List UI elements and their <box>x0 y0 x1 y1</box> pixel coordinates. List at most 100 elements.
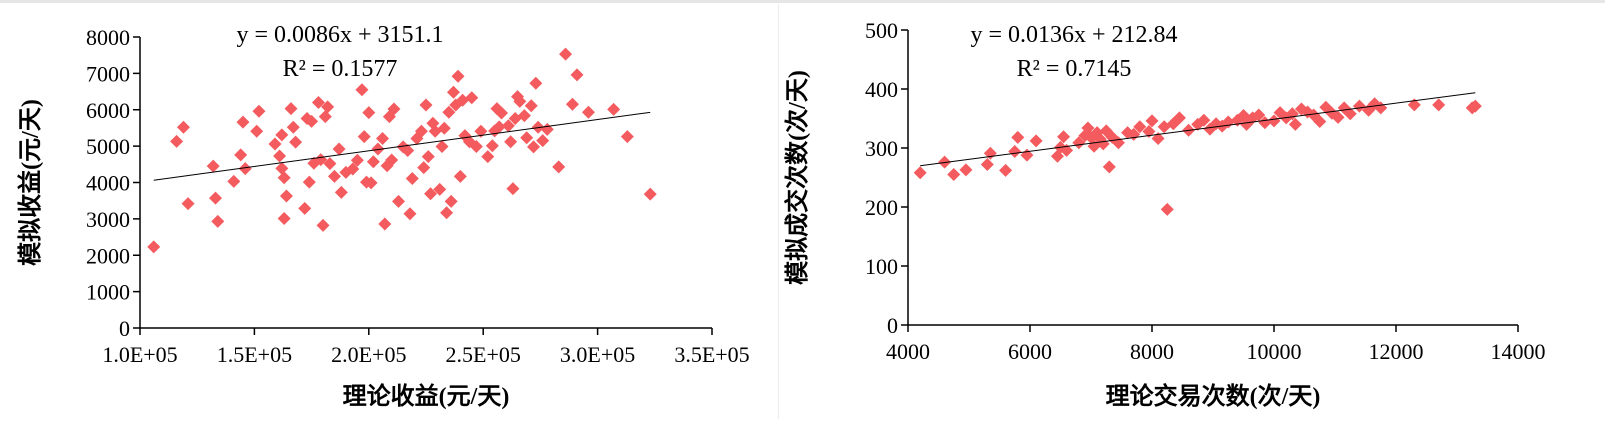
scatter-point <box>517 109 531 123</box>
scatter-point <box>170 134 184 148</box>
scatter-point <box>913 166 927 180</box>
scatter-point <box>1057 130 1071 144</box>
scatter-point <box>357 130 371 144</box>
scatter-point <box>236 115 250 129</box>
scatter-point <box>1432 98 1446 112</box>
y-tick-label: 100 <box>865 254 898 279</box>
scatter-point <box>318 110 332 124</box>
y-tick-label: 1000 <box>86 280 130 305</box>
scatter-point <box>279 189 293 203</box>
scatter-point <box>520 131 534 145</box>
scatter-point <box>1020 148 1034 162</box>
trendline <box>920 92 1476 167</box>
scatter-point <box>1313 114 1327 128</box>
scatter-point <box>209 191 223 205</box>
scatter-point <box>371 142 385 156</box>
r-squared-label: R² = 0.7145 <box>1017 56 1132 82</box>
scatter-point <box>273 149 287 163</box>
scatter-point <box>485 139 499 153</box>
chart-income: 0 1000 2000 3000 4000 5000 6000 7000 8000 1.0E+05… <box>16 22 750 410</box>
y-tick-label: 300 <box>865 136 898 161</box>
scatter-point <box>376 131 390 145</box>
scatter-point <box>332 142 346 156</box>
x-axis-title: 理论收益(元/天) <box>343 382 510 410</box>
y-tick-label: 500 <box>865 18 898 43</box>
scatter-point <box>181 197 195 211</box>
y-tick-label: 0 <box>119 316 130 341</box>
x-tick-label: 2.5E+05 <box>446 342 521 367</box>
scatter-point <box>387 102 401 116</box>
scatter-point <box>206 159 220 173</box>
scatter-point <box>1029 134 1043 148</box>
y-axis-title: 模拟成交次数(次/天) <box>783 70 811 285</box>
scatter-point <box>311 95 325 109</box>
scatter-point <box>366 155 380 169</box>
scatter-point <box>492 120 506 134</box>
scatter-point <box>334 185 348 199</box>
x-tick-label: 3.5E+05 <box>674 342 749 367</box>
scatter-point <box>506 182 520 196</box>
scatter-point <box>401 143 415 157</box>
scatter-point <box>392 194 406 208</box>
scatter-point <box>1011 130 1025 144</box>
scatter-point <box>565 97 579 111</box>
scatter-point <box>1352 99 1366 113</box>
scatter-point <box>211 214 225 228</box>
scatter-point <box>323 157 337 171</box>
scatter-point <box>435 139 449 153</box>
scatter-point <box>552 160 566 174</box>
scatter-point <box>1197 113 1211 127</box>
scatter-point <box>176 120 190 134</box>
scatter-point <box>426 116 440 130</box>
scatter-point <box>643 187 657 201</box>
scatter-point <box>527 140 541 154</box>
scatter-point <box>1331 110 1345 124</box>
scatter-point <box>947 168 961 182</box>
y-tick-label: 2000 <box>86 243 130 268</box>
scatter-point <box>277 171 291 185</box>
scatter-point <box>277 212 291 226</box>
scatter-point <box>501 119 515 133</box>
x-axis-title: 理论交易次数(次/天) <box>1106 382 1321 410</box>
scatter-point <box>238 162 252 176</box>
scatter-point <box>403 207 417 221</box>
scatter-point <box>999 163 1013 177</box>
scatter-point <box>314 153 328 167</box>
scatter-point <box>1096 137 1110 151</box>
scatter-point <box>444 194 458 208</box>
x-tick-label: 2.0E+05 <box>331 342 406 367</box>
scatter-point <box>1258 116 1272 130</box>
scatter-point <box>346 162 360 176</box>
scatter-point <box>559 47 573 61</box>
scatter-point <box>570 68 584 82</box>
scatter-point <box>620 130 634 144</box>
scatter-point <box>1343 107 1357 121</box>
y-tick-label: 7000 <box>86 61 130 86</box>
x-tick-label: 6000 <box>1008 339 1052 364</box>
scatter-point <box>1267 114 1281 128</box>
trendline <box>153 111 651 181</box>
y-axis-title: 模拟收益(元/天) <box>16 99 44 266</box>
scatter-point <box>421 150 435 164</box>
scatter-point <box>451 69 465 83</box>
regression-equation: y = 0.0136x + 212.84 <box>970 22 1177 48</box>
scatter-point <box>442 105 456 119</box>
y-tick-label: 400 <box>865 77 898 102</box>
scatter-point <box>286 120 300 134</box>
scatter-point <box>1102 160 1116 174</box>
scatter-point <box>355 83 369 97</box>
scatter-point <box>327 169 341 183</box>
scatter-point <box>147 240 161 254</box>
scatter-point <box>302 175 316 189</box>
scatter-point <box>405 171 419 185</box>
scatter-point <box>1468 99 1482 113</box>
scatter-point <box>1407 98 1421 112</box>
scatter-point <box>959 163 973 177</box>
scatter-point <box>1160 202 1174 216</box>
y-tick-label: 200 <box>865 195 898 220</box>
scatter-point <box>453 169 467 183</box>
scatter-point <box>440 206 454 220</box>
scatter-point <box>1072 136 1086 150</box>
scatter-point <box>316 218 330 232</box>
